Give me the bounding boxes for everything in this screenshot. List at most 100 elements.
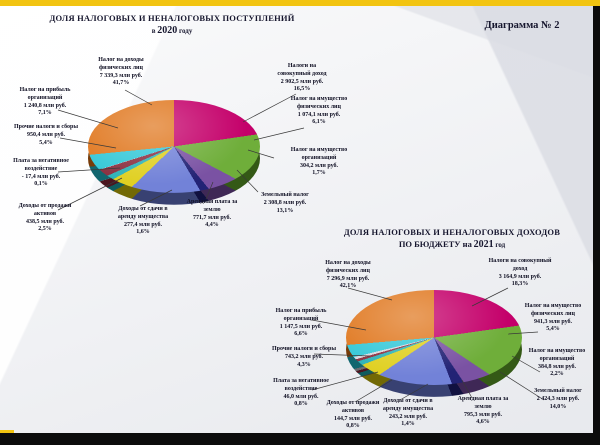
slice-label: Налог на имущество физических лиц xyxy=(290,96,348,110)
slice-value: 771,7 млн руб. xyxy=(192,214,232,221)
slice-label: Налоги на совокупный доход xyxy=(488,258,552,272)
slice-value: 2 902,5 млн руб. xyxy=(280,78,324,85)
slice-value: 304,2 млн руб. xyxy=(299,162,339,169)
pie2021-label-sovokupny: Налоги на совокупный доход 3 164,9 млн р… xyxy=(476,258,564,289)
pie2021-label-prodazha: Доходы от продажи активов 144,7 млн руб.… xyxy=(314,400,392,431)
leader-line xyxy=(59,137,117,149)
pie2021-label-ndfl: Налог на доходы физических лиц 7 296,9 м… xyxy=(310,260,386,291)
chart-2020-year: 2020 xyxy=(157,25,178,37)
slice-value: 277,4 млн руб. xyxy=(123,221,163,228)
pie2020-label-sovokupny: Налоги на совокупный доход 2 902,5 млн р… xyxy=(260,63,344,94)
chart-2021-title: ДОЛЯ НАЛОГОВЫХ И НЕНАЛОГОВЫХ ДОХОДОВ ПО … xyxy=(318,227,586,250)
bottom-accent-bar xyxy=(0,430,14,433)
chart-2021-title-line1: ДОЛЯ НАЛОГОВЫХ И НЕНАЛОГОВЫХ ДОХОДОВ xyxy=(343,227,561,237)
slice-percent: 13,1% xyxy=(276,207,294,214)
chart-2020-subtitle-post: году xyxy=(178,27,193,36)
pie2021-label-sdacha: Доходы от сдачи в аренду имущества 243,2… xyxy=(370,398,446,429)
slice-value: 2 308,8 млн руб. xyxy=(263,199,307,206)
leader-line xyxy=(311,319,367,331)
slice-value: 743,2 млн руб. xyxy=(284,353,324,360)
slice-label: Прочие налоги и сборы xyxy=(271,346,337,352)
slice-value: 144,7 млн руб. xyxy=(333,415,373,422)
leader-line xyxy=(57,109,119,129)
bottom-frame-bar xyxy=(0,433,600,445)
leader-line xyxy=(242,93,297,123)
leader-line xyxy=(253,127,305,141)
slice-percent: 18,3% xyxy=(511,281,529,288)
pie2020-label-zemelny: Земельный налог 2 308,8 млн руб. 13,1% xyxy=(246,192,324,215)
leader-line xyxy=(57,177,123,211)
slice-value: 950,4 млн руб. xyxy=(26,131,66,138)
slice-percent: 7,1% xyxy=(38,110,52,117)
leader-line xyxy=(247,149,275,159)
leader-line xyxy=(313,353,371,357)
leader-line xyxy=(139,189,173,207)
pie-2020-face xyxy=(88,100,260,193)
slice-value: 243,2 млн руб. xyxy=(388,413,428,420)
slice-label: Арендная плата за землю xyxy=(457,396,509,410)
pie2020-label-sdacha: Доходы от сдачи в аренду имущества 277,4… xyxy=(106,206,180,237)
slice-percent: 41,7% xyxy=(112,80,130,87)
slice-value: 1 240,8 млн руб. xyxy=(23,102,67,109)
leader-line xyxy=(499,371,545,401)
slice-label: Доходы от сдачи в аренду имущества xyxy=(382,398,434,412)
slice-label: Арендная плата за землю xyxy=(186,199,238,213)
slice-percent: 0,8% xyxy=(294,401,308,408)
slice-percent: 16,5% xyxy=(293,86,311,93)
chart-2020-title-line2: в 2020 году xyxy=(38,25,306,36)
slice-percent: 0,8% xyxy=(346,423,360,430)
slice-percent: 4,3% xyxy=(297,361,311,368)
slice-value: 438,5 млн руб. xyxy=(25,218,65,225)
slice-value: 1 074,1 млн руб. xyxy=(297,111,341,118)
leader-line xyxy=(471,287,509,307)
pie2021-label-pribyl: Налог на прибыль организаций 1 147,5 млн… xyxy=(262,308,340,339)
pie2020-label-prochie: Прочие налоги и сборы 950,4 млн руб. 5,4… xyxy=(6,124,86,147)
slice-percent: 4,4% xyxy=(205,222,219,229)
leader-line xyxy=(205,181,214,200)
slice-percent: 0,1% xyxy=(34,181,48,188)
slice-label: Налог на доходы физических лиц xyxy=(98,57,144,71)
slice-value: 7 296,9 млн руб. xyxy=(326,275,370,282)
pie-2021-face xyxy=(346,290,522,386)
leader-line xyxy=(461,379,473,399)
pie2020-label-arendnaya: Арендная плата за землю 771,7 млн руб. 4… xyxy=(176,199,248,230)
slice-percent: 4,6% xyxy=(476,419,490,426)
slice-label: Земельный налог xyxy=(534,388,582,394)
top-accent-bar xyxy=(0,0,600,6)
slice-percent: 1,6% xyxy=(136,229,150,236)
slice-label: Налог на имущество организаций xyxy=(290,147,348,161)
slice-percent: 5,4% xyxy=(546,326,560,333)
chart-2020-subtitle-pre: в xyxy=(151,27,156,36)
pie2021-label-zemelny: Земельный налог 2 424,3 млн руб. 14,0% xyxy=(518,388,598,411)
leader-line xyxy=(236,169,259,193)
pie2021-label-imush-fiz: Налог на имущество физических лиц 941,3 … xyxy=(510,303,596,334)
pie-2020 xyxy=(88,100,260,205)
pie2021-label-negativnoe: Плата за негативное воздействие 46,0 млн… xyxy=(260,378,342,409)
leader-line xyxy=(124,89,153,106)
pie2021-label-imush-org: Налог на имущество организаций 384,8 млн… xyxy=(516,348,598,379)
pie2020-label-imush-fiz: Налог на имущество физических лиц 1 074,… xyxy=(274,96,364,127)
slice-percent: 6,1% xyxy=(312,119,326,126)
leader-line xyxy=(354,379,393,403)
pie2020-label-ndfl: Налог на доходы физических лиц 7 339,3 м… xyxy=(84,57,158,88)
leader-line xyxy=(399,383,429,401)
slice-value: 7 339,3 млн руб. xyxy=(99,72,143,79)
chart-2020-title: ДОЛЯ НАЛОГОВЫХ И НЕНАЛОГОВЫХ ПОСТУПЛЕНИЙ… xyxy=(38,13,306,36)
chart-2021-subtitle-pre: ПО БЮДЖЕТУ на xyxy=(398,239,472,250)
pie2020-label-prodazha: Доходы от продажи активов 438,5 млн руб.… xyxy=(8,203,82,234)
chart-2021-title-line2: ПО БЮДЖЕТУ на 2021 год xyxy=(318,239,586,250)
pie2020-label-imush-org: Налог на имущество организаций 304,2 млн… xyxy=(276,147,362,178)
slice-percent: 1,4% xyxy=(401,421,415,428)
diagram-number-label: Диаграмма № 2 xyxy=(484,20,560,31)
leader-line xyxy=(311,371,379,391)
leader-lines-group xyxy=(57,89,545,403)
slice-label: Налоги на совокупный доход xyxy=(277,63,327,77)
pie-2021 xyxy=(346,290,522,397)
slice-label: Доходы от продажи активов xyxy=(326,400,380,414)
slice-label: Плата за негативное воздействие xyxy=(13,158,69,172)
slice-label: Плата за негативное воздействие xyxy=(273,378,329,392)
slice-value: 2 424,3 млн руб. xyxy=(536,395,580,402)
chart-2021-subtitle-post: год xyxy=(495,241,506,250)
pie2020-label-negativnoe: Плата за негативное воздействие - 17,4 м… xyxy=(2,158,80,189)
